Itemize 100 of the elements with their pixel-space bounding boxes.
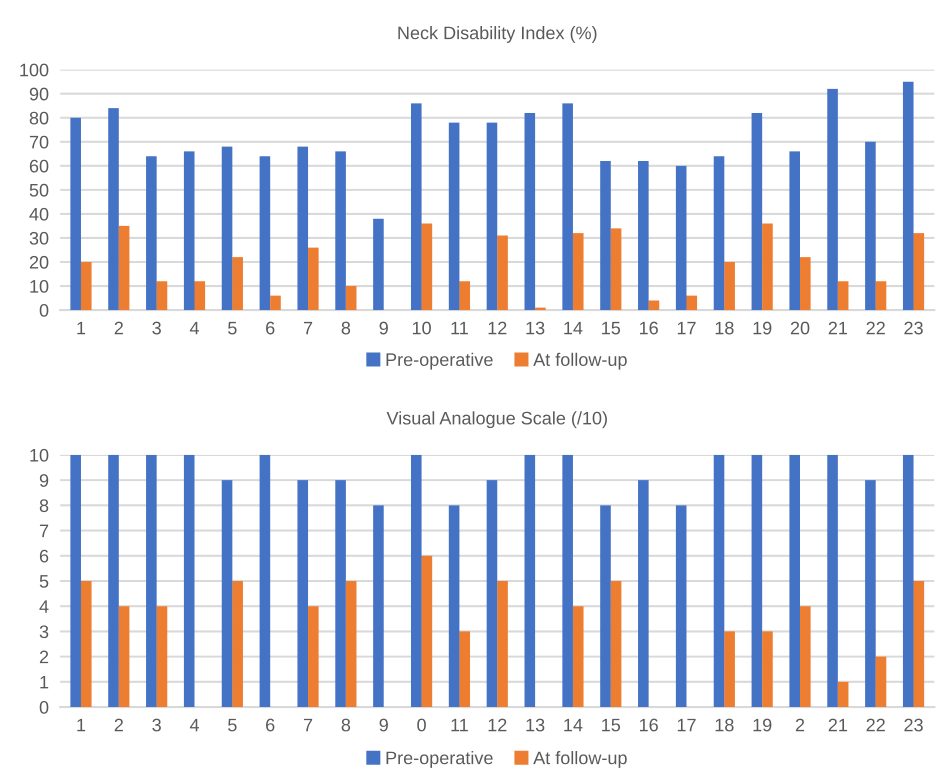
bar xyxy=(838,281,848,310)
bar xyxy=(308,606,319,708)
legend-label: At follow-up xyxy=(533,352,627,370)
bar xyxy=(648,300,660,310)
bar xyxy=(610,580,622,708)
bar xyxy=(232,580,243,708)
bar xyxy=(270,296,281,310)
bar xyxy=(724,262,735,310)
x-tick-label: 19 xyxy=(754,718,772,732)
bar xyxy=(108,454,119,708)
bar xyxy=(535,308,546,310)
bar xyxy=(865,142,876,310)
bar xyxy=(410,103,422,310)
y-tick-label: 40 xyxy=(29,208,48,221)
x-tick-label: 15 xyxy=(602,718,620,732)
bar xyxy=(80,262,92,310)
bar xyxy=(184,151,195,310)
bar xyxy=(524,112,536,310)
bar xyxy=(676,166,686,310)
bar xyxy=(118,606,130,708)
y-tick-label: 1 xyxy=(40,676,48,688)
bar xyxy=(638,161,649,310)
x-tick-label: 13 xyxy=(526,322,544,334)
bar xyxy=(108,108,119,310)
bar xyxy=(459,631,470,708)
x-tick-label: 14 xyxy=(564,322,582,334)
x-tick-label: 23 xyxy=(904,718,923,732)
y-tick-label: 100 xyxy=(20,64,48,76)
x-tick-label: 5 xyxy=(228,718,237,732)
x-tick-label: 3 xyxy=(152,322,161,334)
bar xyxy=(222,480,232,708)
bar xyxy=(346,580,356,708)
bar xyxy=(346,286,356,310)
bar xyxy=(876,656,886,708)
bar xyxy=(373,505,384,708)
bar xyxy=(752,112,762,310)
x-tick-label: 21 xyxy=(828,322,848,334)
x-tick-label: 22 xyxy=(866,718,885,732)
bar xyxy=(70,454,81,708)
bar xyxy=(914,580,924,708)
y-tick-label: 6 xyxy=(40,550,48,562)
x-tick-label: 10 xyxy=(412,322,431,334)
bar xyxy=(572,606,584,708)
x-tick-label: 6 xyxy=(266,718,274,732)
bar xyxy=(80,580,92,708)
bar xyxy=(686,296,698,310)
bar xyxy=(156,606,168,708)
y-tick-label: 4 xyxy=(39,600,49,613)
bar xyxy=(524,454,536,708)
x-tick-label: 13 xyxy=(526,718,544,732)
bar xyxy=(486,480,498,708)
x-tick-label: 0 xyxy=(417,718,426,732)
bar xyxy=(789,151,800,310)
x-tick-label: 23 xyxy=(904,322,923,334)
chart-title: Neck Disability Index (%) xyxy=(398,26,596,43)
bar xyxy=(297,480,308,708)
y-tick-label: 2 xyxy=(40,650,48,664)
legend-label: At follow-up xyxy=(533,751,627,768)
bar xyxy=(610,228,622,310)
y-tick-label: 0 xyxy=(40,304,48,317)
x-tick-label: 12 xyxy=(488,322,506,334)
bar xyxy=(335,151,346,310)
bar xyxy=(373,218,384,310)
y-tick-label: 5 xyxy=(40,575,48,588)
x-tick-label: 12 xyxy=(488,718,506,732)
bar xyxy=(562,454,573,708)
x-tick-label: 1 xyxy=(77,322,86,334)
x-tick-label: 9 xyxy=(380,718,388,732)
bar xyxy=(914,233,924,310)
y-tick-label: 3 xyxy=(40,625,48,638)
bar xyxy=(676,505,686,708)
chart-title: Visual Analogue Scale (/10) xyxy=(386,411,607,428)
x-tick-label: 2 xyxy=(114,322,123,334)
bar xyxy=(118,226,130,310)
bar xyxy=(724,631,735,708)
x-tick-label: 8 xyxy=(342,322,350,334)
y-tick-label: 10 xyxy=(30,448,48,462)
x-tick-label: 20 xyxy=(790,322,810,334)
y-tick-label: 90 xyxy=(30,88,48,100)
bar xyxy=(800,606,811,708)
bar xyxy=(222,146,232,310)
y-tick-label: 30 xyxy=(30,232,48,245)
x-tick-label: 18 xyxy=(716,718,734,732)
x-tick-label: 21 xyxy=(828,718,848,732)
x-tick-label: 5 xyxy=(228,322,237,334)
x-tick-label: 11 xyxy=(451,322,468,334)
bar xyxy=(146,454,157,708)
bar xyxy=(422,224,432,310)
bar xyxy=(638,480,649,708)
legend-label: Pre-operative xyxy=(386,352,493,370)
bar xyxy=(572,233,584,310)
y-tick-label: 70 xyxy=(30,136,48,149)
x-tick-label: 8 xyxy=(342,718,350,732)
bar xyxy=(714,156,724,310)
y-tick-label: 80 xyxy=(30,112,48,124)
x-tick-label: 11 xyxy=(451,718,468,732)
x-tick-label: 17 xyxy=(678,718,696,732)
x-tick-label: 3 xyxy=(152,718,161,732)
y-tick-label: 8 xyxy=(40,499,48,512)
x-tick-label: 15 xyxy=(602,322,620,334)
